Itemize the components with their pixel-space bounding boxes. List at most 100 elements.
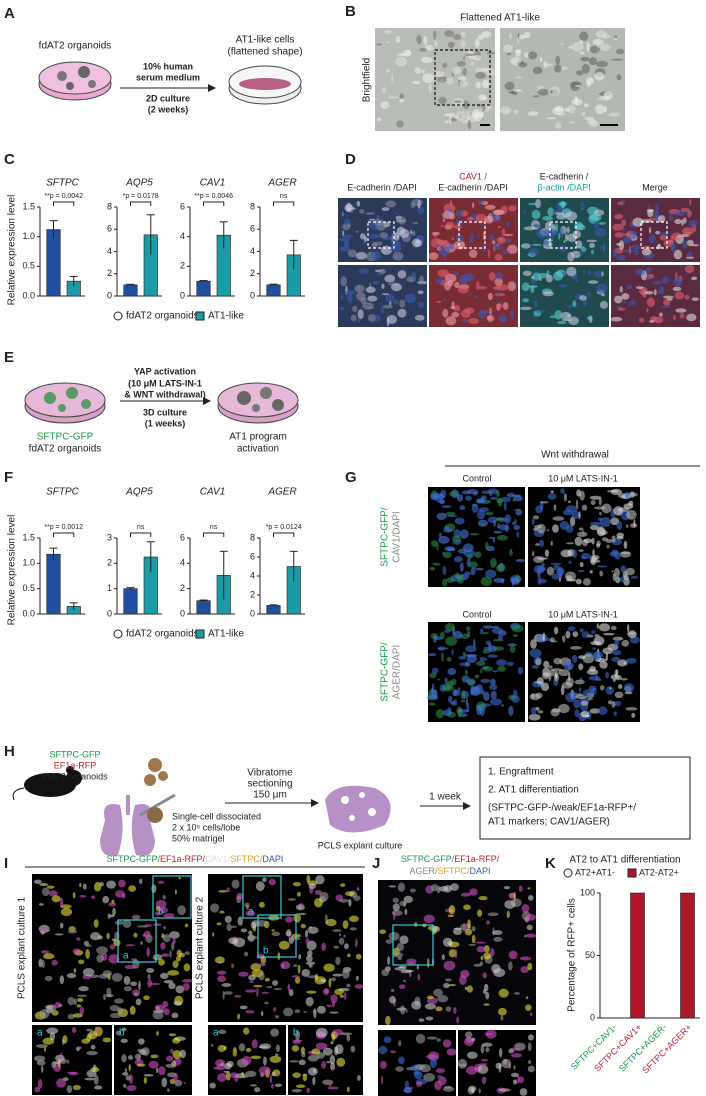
texture [373,314,381,322]
texture [475,81,482,89]
texture [555,122,562,129]
texture [573,699,581,709]
texture [423,914,435,924]
texture [177,905,187,916]
texture [556,213,567,220]
texture [647,204,651,210]
texture [625,657,637,664]
texture [563,493,567,502]
texture [380,305,384,315]
texture [475,213,487,224]
error-bar [69,275,78,286]
texture [42,1037,55,1045]
bracket [203,532,225,537]
texture [269,1074,273,1084]
texture [158,958,165,966]
texture [497,225,501,229]
texture [544,549,550,557]
texture [322,1047,333,1056]
texture [38,903,44,906]
texture [599,570,604,577]
texture [599,660,608,669]
texture [536,557,549,560]
label: 10 μM LATS-IN-1 [548,473,618,483]
texture [465,115,477,123]
label: 0 [180,290,185,300]
texture [445,1006,452,1012]
texture [553,626,559,635]
error-bar [269,604,278,607]
texture [496,303,503,308]
label: (SFTPC-GFP-/weak/EF1a-RFP+/ [488,803,636,814]
texture [535,505,544,514]
texture [182,983,190,991]
texture [508,950,518,960]
texture [315,1027,328,1038]
texture [397,882,406,892]
texture [388,931,400,941]
texture [471,934,476,944]
texture [266,986,273,989]
texture [558,669,570,677]
label-part: AGER/ [409,866,438,876]
texture [162,894,166,900]
inset-box [242,875,282,919]
texture [595,104,605,115]
texture [547,207,554,217]
texture [453,305,461,312]
texture [630,244,642,250]
texture [625,706,638,711]
texture [172,938,176,945]
texture [250,1055,262,1060]
texture [343,991,347,1001]
texture [674,218,682,225]
texture [319,891,329,902]
texture [465,1065,478,1075]
label: AT1-like [208,629,244,640]
texture [381,969,390,977]
texture [249,980,254,984]
texture [482,649,490,654]
texture [274,1083,283,1087]
texture [457,76,467,81]
texture [143,1076,148,1084]
texture [568,45,573,49]
label: E-cadherin /DAPI [438,182,508,192]
texture [452,927,463,935]
label: G [345,469,357,486]
error-bar [219,221,228,249]
texture [458,1064,468,1067]
texture [228,937,238,945]
texture [575,578,582,585]
texture [431,884,439,892]
label: 2 [250,268,255,278]
texture [603,632,615,636]
texture [503,501,507,511]
texture [471,1087,475,1094]
texture [102,1037,112,1043]
texture [174,889,177,895]
label: 2D culture [146,93,190,103]
texture [515,49,521,57]
texture [467,119,472,130]
label: CAV1/DAPI [392,511,403,563]
texture [591,557,598,561]
texture [305,996,314,1007]
annotation: **p = 0.0012 [44,524,83,531]
texture [436,512,447,521]
texture [470,567,476,576]
texture [691,244,700,247]
texture [320,978,327,983]
texture [433,634,437,643]
texture [438,97,447,105]
texture [518,61,528,68]
texture [444,30,455,37]
texture [379,929,387,935]
texture [613,248,618,258]
texture [571,510,580,520]
label: (2 weeks) [148,104,189,114]
texture [583,269,586,275]
texture [356,887,360,892]
texture [172,960,179,968]
texture [517,37,520,44]
